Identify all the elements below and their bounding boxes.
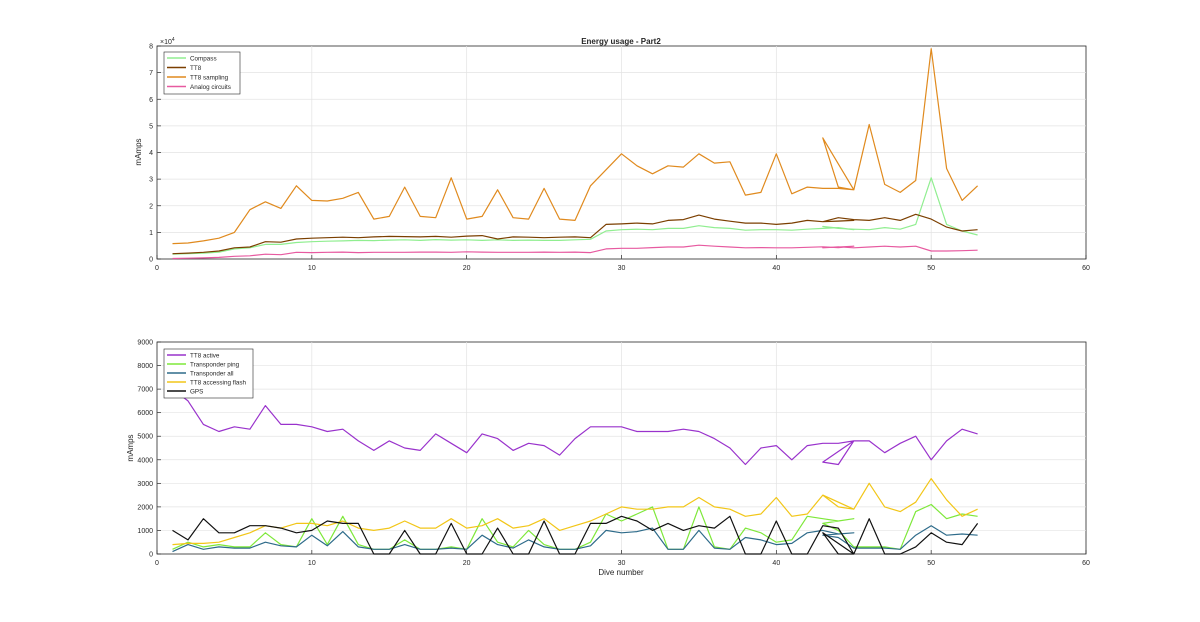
bottom-legend-label: Transponder all [190,370,234,377]
bottom-series-line-transponder-ping [172,503,978,550]
top-y-tick-label: 0 [149,257,153,264]
top-y-tick-label: 5 [149,123,153,130]
bottom-y-tick-label: 3000 [137,481,153,488]
top-ticks: 0 10 20 30 40 50 60 0 1 2 3 4 5 6 7 8 [149,44,1090,273]
bottom-legend: TT8 active Transponder ping Transponder al… [163,348,254,399]
bottom-x-tick-label: 0 [155,560,159,567]
top-x-tick-label: 0 [155,265,159,272]
top-legend-label: Compass [190,55,217,62]
bottom-legend-label: GPS [190,388,203,395]
bottom-x-tick-label: 60 [1082,560,1090,567]
top-legend-box [163,51,241,95]
bottom-series-line-gps [172,515,979,555]
bottom-legend-label: Transponder ping [190,361,240,368]
bottom-x-tick-label: 40 [772,560,780,567]
top-y-tick-label: 6 [149,97,153,104]
bottom-y-tick-label: 0 [149,552,153,559]
top-y-label: mAmps [134,138,143,165]
top-series-lines [172,48,979,260]
top-x-tick-label: 50 [927,265,935,272]
bottom-y-tick-label: 1000 [137,528,153,535]
top-y-tick-label: 8 [149,44,153,51]
bottom-x-tick-label: 20 [463,560,471,567]
top-series-line-compass [172,177,978,255]
top-legend-label: Analog circuits [190,84,231,91]
bottom-y-tick-label: 9000 [137,340,153,347]
bottom-ticks: 0 10 20 30 40 50 60 0 1000 2000 3000 4000 5000 6000 70… [137,340,1090,568]
top-legend: Compass TT8 TT8 sampling Analog circuits [163,51,241,95]
top-series-line-tt8-sampling [172,48,979,245]
bottom-axes: 0 10 20 30 40 50 60 0 1000 2000 3000 4000 5000 6000 70… [126,340,1090,578]
top-x-tick-label: 60 [1082,265,1090,272]
top-x-tick-label: 40 [772,265,780,272]
top-grid [157,46,1086,259]
top-y-tick-label: 1 [149,230,153,237]
bottom-series-line-tt8-active [172,388,978,466]
top-series-line-tt8 [172,213,978,255]
top-y-exponent-base: ×10 [160,39,172,46]
bottom-y-tick-label: 4000 [137,457,153,464]
bottom-x-tick-label: 50 [927,560,935,567]
top-axes: 0 10 20 30 40 50 60 0 1 2 3 4 5 6 7 8 Energy usage - Pa… [134,37,1090,272]
bottom-x-label: Dive number [598,568,644,577]
top-legend-label: TT8 [190,65,202,72]
top-y-tick-label: 4 [149,150,153,157]
top-y-tick-label: 7 [149,70,153,77]
bottom-series-lines [172,388,979,555]
top-x-tick-label: 10 [308,265,316,272]
top-x-tick-label: 20 [463,265,471,272]
bottom-y-tick-label: 5000 [137,434,153,441]
bottom-series-line-tt8-accessing-flash [172,478,978,546]
bottom-y-tick-label: 7000 [137,387,153,394]
bottom-y-tick-label: 2000 [137,504,153,511]
bottom-legend-label: TT8 accessing flash [190,379,246,386]
bottom-y-label: mAmps [126,434,135,461]
top-y-exponent: ×104 [160,37,175,46]
bottom-x-tick-label: 30 [618,560,626,567]
top-y-exponent-power: 4 [172,37,175,43]
top-x-tick-label: 30 [618,265,626,272]
bottom-series-line-transponder-all [172,525,978,553]
bottom-legend-label: TT8 active [190,352,220,359]
bottom-y-tick-label: 6000 [137,410,153,417]
top-title: Energy usage - Part2 [581,37,661,46]
bottom-x-tick-label: 10 [308,560,316,567]
top-legend-label: TT8 sampling [190,74,229,81]
top-y-tick-label: 2 [149,203,153,210]
bottom-y-tick-label: 8000 [137,363,153,370]
top-series-line-analog-circuits [172,244,978,260]
top-y-tick-label: 3 [149,177,153,184]
